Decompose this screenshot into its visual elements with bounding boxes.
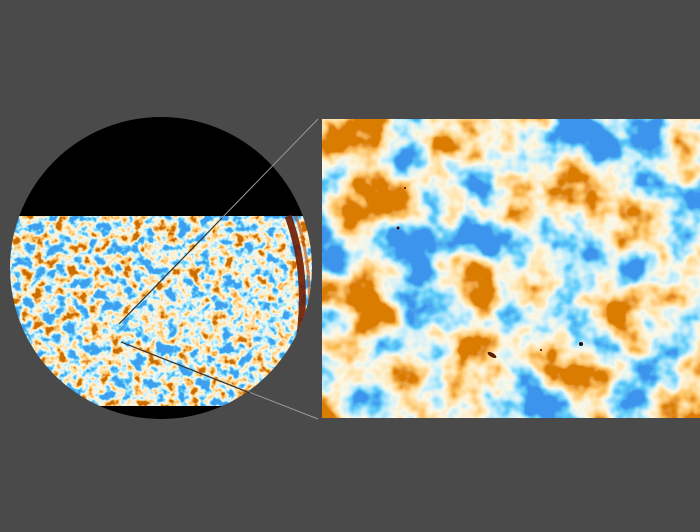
zoomed-map-panel (322, 119, 700, 418)
zoom-line-bottom-inner (120, 341, 251, 394)
zoom-line-top-inner (118, 217, 223, 325)
sky-map-band (10, 216, 312, 406)
sky-map-disc (10, 117, 312, 419)
point-sources (396, 187, 583, 359)
